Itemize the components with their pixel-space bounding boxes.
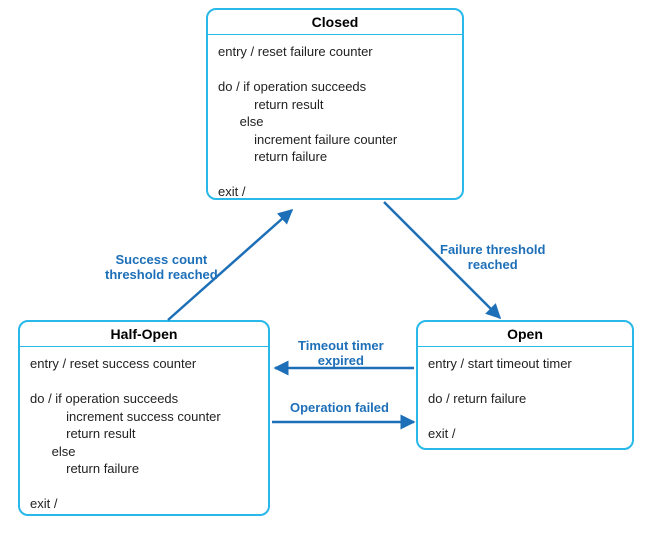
state-half-open-title: Half-Open	[20, 322, 268, 347]
state-half-open-body: entry / reset success counter do / if op…	[20, 347, 268, 521]
state-open-body: entry / start timeout timer do / return …	[418, 347, 632, 451]
state-half-open: Half-Open entry / reset success counter …	[18, 320, 270, 516]
state-closed-body: entry / reset failure counter do / if op…	[208, 35, 462, 209]
edge-label-failure-threshold: Failure threshold reached	[440, 242, 545, 272]
state-open: Open entry / start timeout timer do / re…	[416, 320, 634, 450]
state-closed-title: Closed	[208, 10, 462, 35]
state-closed: Closed entry / reset failure counter do …	[206, 8, 464, 200]
state-open-title: Open	[418, 322, 632, 347]
edge-label-operation-failed: Operation failed	[290, 400, 389, 415]
edge-label-timeout-expired: Timeout timer expired	[298, 338, 384, 368]
edge-label-success-threshold: Success count threshold reached	[105, 252, 218, 282]
